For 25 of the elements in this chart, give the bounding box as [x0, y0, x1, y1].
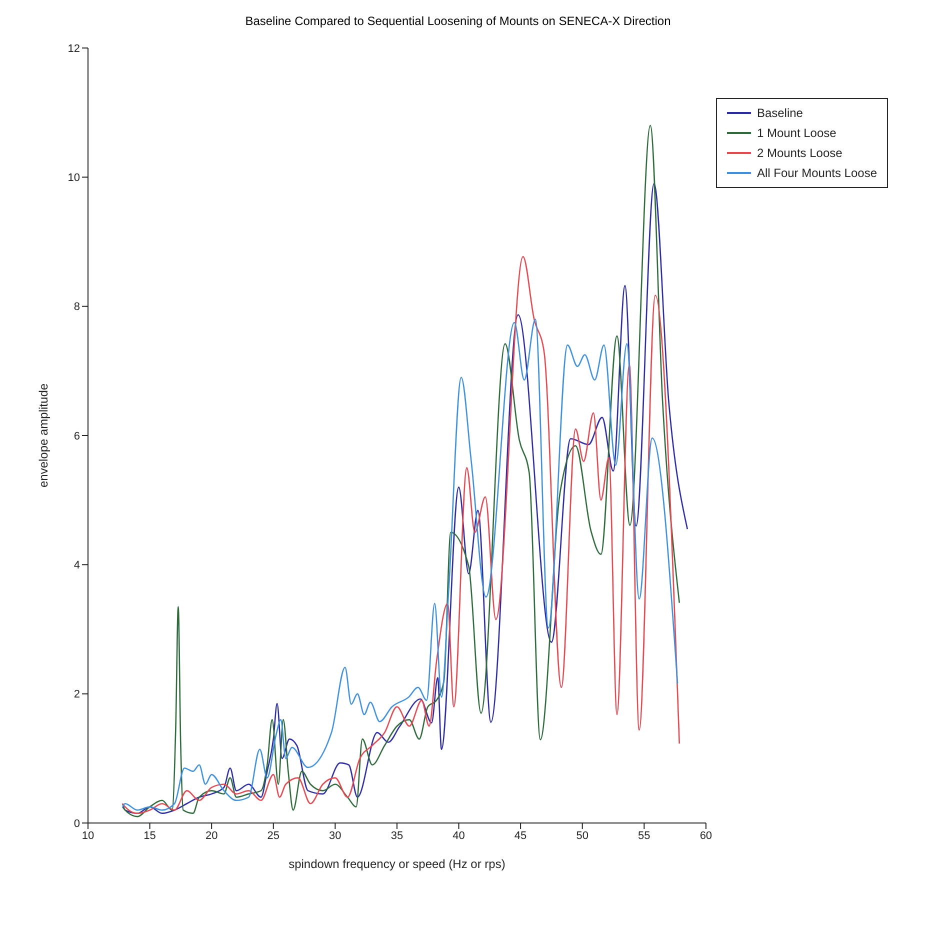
x-tick-label: 50: [576, 830, 588, 842]
y-axis-title: envelope amplitude: [36, 383, 50, 488]
legend-label: Baseline: [756, 105, 803, 122]
x-axis-title: spindown frequency or speed (Hz or rps): [288, 857, 506, 871]
x-tick-label: 20: [205, 830, 218, 842]
legend-label: 1 Mount Loose: [756, 125, 836, 142]
legend-label: All Four Mounts Loose: [756, 165, 877, 182]
x-tick-label: 25: [267, 830, 280, 842]
y-tick-label: 2: [74, 688, 80, 701]
legend-label: 2 Mounts Loose: [756, 145, 842, 162]
y-tick-label: 12: [68, 42, 80, 55]
y-tick-label: 8: [74, 301, 80, 314]
x-tick-label: 15: [144, 830, 156, 842]
chart-title: Baseline Compared to Sequential Loosening of Mounts on SENECA-X Direction: [244, 13, 672, 28]
x-tick-label: 55: [638, 830, 650, 842]
x-tick-label: 45: [514, 830, 527, 842]
y-tick-label: 6: [74, 430, 80, 442]
y-tick-label: 0: [74, 818, 80, 830]
x-tick-label: 10: [82, 830, 94, 842]
y-tick-label: 4: [74, 560, 80, 572]
x-tick-label: 35: [390, 830, 404, 842]
x-tick-label: 40: [452, 830, 465, 842]
y-tick-label: 10: [68, 172, 80, 184]
x-tick-label: 30: [329, 830, 342, 842]
x-tick-label: 60: [700, 830, 712, 842]
